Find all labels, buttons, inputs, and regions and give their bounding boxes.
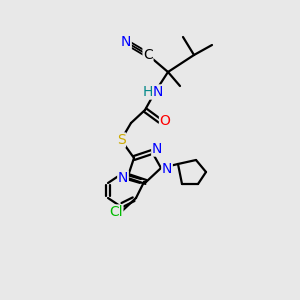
Text: Cl: Cl <box>109 205 123 219</box>
Text: O: O <box>160 114 170 128</box>
Text: N: N <box>152 142 162 156</box>
Text: H: H <box>143 85 153 99</box>
Text: S: S <box>117 133 125 147</box>
Text: N: N <box>153 85 163 99</box>
Text: N: N <box>118 171 128 185</box>
Text: C: C <box>143 48 153 62</box>
Text: N: N <box>121 35 131 49</box>
Text: N: N <box>162 162 172 176</box>
